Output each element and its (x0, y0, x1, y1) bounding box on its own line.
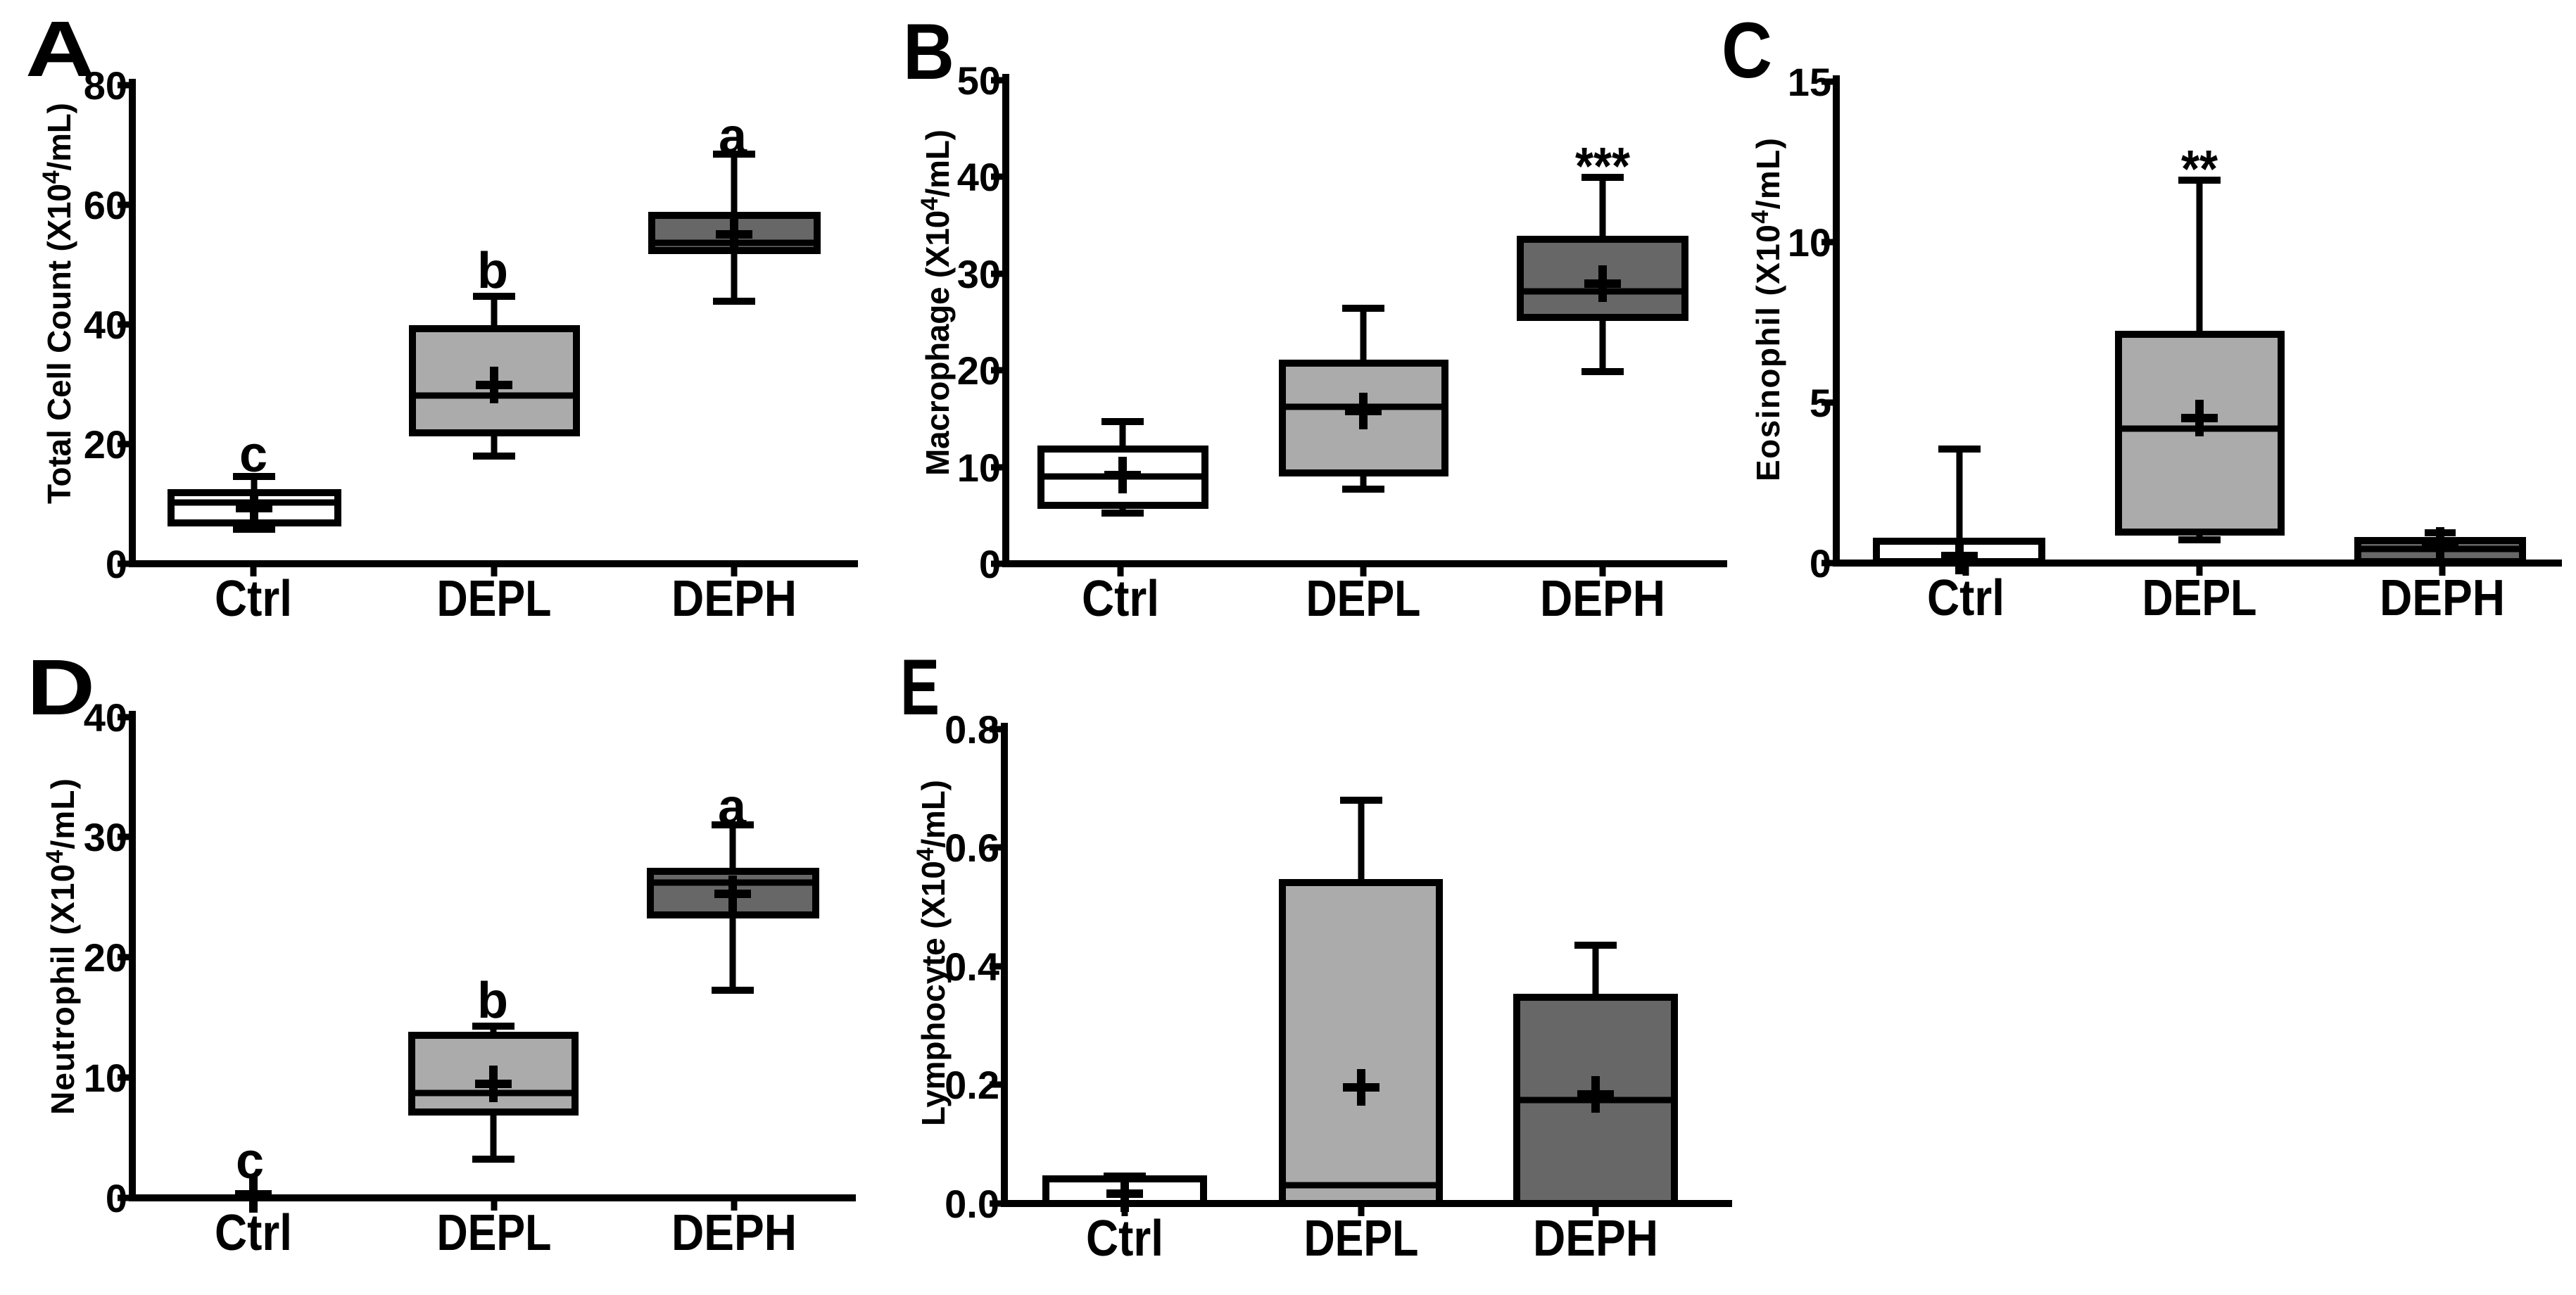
svg-text:Ctrl: Ctrl (1927, 570, 2004, 626)
svg-text:b: b (477, 243, 508, 299)
svg-text:a: a (719, 108, 747, 165)
svg-text:DEPH: DEPH (2380, 570, 2505, 626)
svg-text:0: 0 (106, 542, 127, 586)
svg-text:60: 60 (84, 183, 127, 227)
svg-text:Ctrl: Ctrl (1082, 571, 1159, 627)
svg-text:Ctrl: Ctrl (215, 571, 292, 627)
svg-text:10: 10 (84, 1056, 127, 1100)
svg-text:b: b (477, 973, 508, 1029)
svg-text:Ctrl: Ctrl (1086, 1211, 1163, 1267)
svg-text:0.6: 0.6 (945, 826, 999, 870)
svg-text:A: A (25, 5, 95, 93)
svg-text:D: D (27, 643, 95, 731)
svg-text:**: ** (2181, 139, 2218, 198)
svg-text:DEPL: DEPL (437, 571, 552, 627)
svg-text:30: 30 (84, 815, 127, 859)
svg-text:E: E (900, 643, 940, 731)
svg-text:C: C (1722, 6, 1772, 94)
svg-text:0.8: 0.8 (945, 707, 999, 752)
svg-text:20: 20 (84, 422, 127, 467)
svg-text:30: 30 (957, 252, 1001, 296)
svg-text:DEPL: DEPL (2142, 570, 2257, 626)
svg-text:c: c (236, 1133, 264, 1189)
svg-text:40: 40 (84, 303, 127, 347)
svg-text:10: 10 (957, 446, 1001, 490)
svg-text:10: 10 (1788, 220, 1831, 265)
svg-text:DEPL: DEPL (437, 1205, 552, 1261)
svg-text:Macrophage (X104/mL): Macrophage (X104/mL) (916, 130, 956, 476)
svg-text:DEPH: DEPH (671, 571, 797, 627)
svg-text:0.0: 0.0 (945, 1182, 999, 1226)
svg-text:0: 0 (106, 1176, 127, 1220)
svg-text:c: c (239, 427, 267, 483)
svg-text:Neutrophil (X104/mL): Neutrophil (X104/mL) (42, 778, 81, 1115)
svg-text:15: 15 (1788, 60, 1831, 104)
svg-text:0: 0 (979, 542, 1001, 586)
svg-text:Lymphocyte (X104/mL): Lymphocyte (X104/mL) (912, 780, 952, 1126)
svg-text:DEPL: DEPL (1306, 571, 1421, 627)
svg-text:80: 80 (84, 63, 127, 108)
svg-text:DEPH: DEPH (1533, 1211, 1658, 1267)
svg-text:0.4: 0.4 (945, 945, 999, 989)
svg-text:0: 0 (1810, 541, 1831, 586)
svg-text:Ctrl: Ctrl (215, 1205, 292, 1261)
svg-text:a: a (718, 779, 747, 835)
svg-text:DEPL: DEPL (1304, 1211, 1419, 1267)
svg-text:***: *** (1575, 137, 1631, 196)
svg-text:DEPH: DEPH (671, 1205, 797, 1261)
svg-text:20: 20 (957, 348, 1001, 393)
svg-text:B: B (903, 8, 954, 96)
svg-text:0.2: 0.2 (945, 1063, 999, 1107)
svg-text:20: 20 (84, 935, 127, 980)
svg-text:40: 40 (84, 695, 127, 740)
svg-text:5: 5 (1810, 381, 1831, 425)
svg-text:50: 50 (957, 58, 1001, 103)
svg-text:Eosinophil (X104/mL): Eosinophil (X104/mL) (1747, 138, 1786, 481)
svg-text:Total Cell Count (X104/mL): Total Cell Count (X104/mL) (38, 103, 77, 504)
svg-text:DEPH: DEPH (1540, 571, 1665, 627)
svg-text:40: 40 (957, 155, 1001, 199)
